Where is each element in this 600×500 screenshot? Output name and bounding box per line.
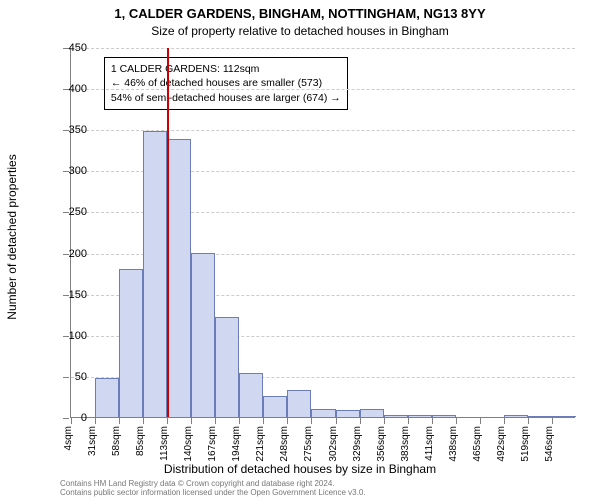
x-tick	[119, 418, 120, 424]
x-tick	[360, 418, 361, 424]
footer-line: Contains HM Land Registry data © Crown c…	[60, 479, 366, 489]
x-axis-label: Distribution of detached houses by size …	[0, 462, 600, 476]
chart-container: 1, CALDER GARDENS, BINGHAM, NOTTINGHAM, …	[0, 0, 600, 500]
x-tick	[552, 418, 553, 424]
y-tick-label: 350	[47, 124, 87, 136]
x-tick	[95, 418, 96, 424]
histogram-bar	[191, 253, 215, 417]
histogram-bar	[384, 415, 408, 417]
histogram-bar	[287, 390, 311, 417]
x-tick	[384, 418, 385, 424]
x-tick	[480, 418, 481, 424]
x-tick	[215, 418, 216, 424]
histogram-bar	[119, 269, 143, 417]
grid-line	[71, 89, 575, 90]
x-tick	[336, 418, 337, 424]
histogram-bar	[239, 373, 263, 417]
grid-line	[71, 48, 575, 49]
annotation-line: 1 CALDER GARDENS: 112sqm	[111, 62, 341, 76]
histogram-bar	[408, 415, 432, 417]
histogram-bar	[432, 415, 456, 417]
x-tick	[167, 418, 168, 424]
plot-area: 1 CALDER GARDENS: 112sqm← 46% of detache…	[70, 48, 575, 418]
annotation-line: 54% of semi-detached houses are larger (…	[111, 91, 341, 105]
marker-line	[167, 48, 169, 417]
y-tick-label: 0	[47, 412, 87, 424]
histogram-bar	[552, 416, 576, 417]
x-tick	[504, 418, 505, 424]
y-tick-label: 250	[47, 206, 87, 218]
y-tick-label: 400	[47, 83, 87, 95]
footer-attribution: Contains HM Land Registry data © Crown c…	[60, 479, 366, 498]
x-tick	[408, 418, 409, 424]
y-tick-label: 300	[47, 165, 87, 177]
histogram-bar	[528, 416, 552, 417]
histogram-bar	[263, 396, 287, 417]
x-tick	[239, 418, 240, 424]
histogram-bar	[167, 139, 191, 417]
y-tick-label: 200	[47, 248, 87, 260]
x-tick	[191, 418, 192, 424]
y-axis-label: Number of detached properties	[5, 154, 19, 319]
x-tick	[287, 418, 288, 424]
y-tick-label: 100	[47, 330, 87, 342]
histogram-bar	[311, 409, 335, 417]
x-tick	[432, 418, 433, 424]
annotation-box: 1 CALDER GARDENS: 112sqm← 46% of detache…	[104, 57, 348, 110]
chart-subtitle: Size of property relative to detached ho…	[0, 24, 600, 38]
x-tick	[311, 418, 312, 424]
x-tick	[456, 418, 457, 424]
histogram-bar	[360, 409, 384, 417]
histogram-bar	[143, 131, 167, 417]
y-tick-label: 50	[47, 371, 87, 383]
x-tick	[528, 418, 529, 424]
histogram-bar	[95, 378, 119, 417]
histogram-bar	[215, 317, 239, 417]
y-tick-label: 150	[47, 289, 87, 301]
histogram-bar	[336, 410, 360, 417]
y-tick-label: 450	[47, 42, 87, 54]
x-tick	[143, 418, 144, 424]
histogram-bar	[504, 415, 528, 417]
footer-line: Contains public sector information licen…	[60, 488, 366, 498]
chart-title: 1, CALDER GARDENS, BINGHAM, NOTTINGHAM, …	[0, 6, 600, 21]
x-tick	[263, 418, 264, 424]
